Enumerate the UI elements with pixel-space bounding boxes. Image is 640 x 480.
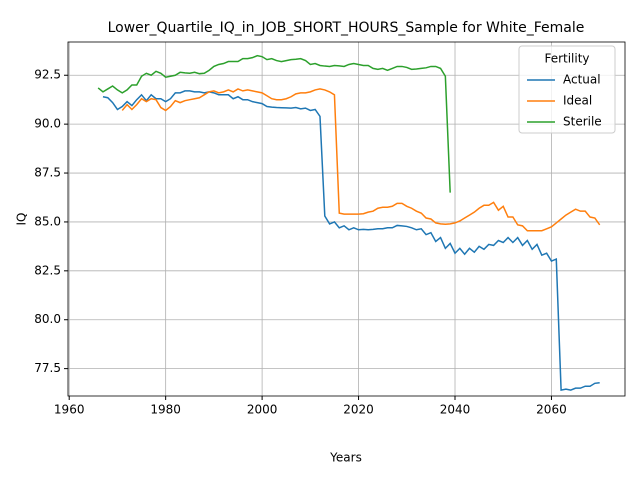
- y-axis-label: IQ: [15, 213, 29, 226]
- y-tick-label: 85.0: [34, 214, 61, 228]
- chart-title: Lower_Quartile_IQ_in_JOB_SHORT_HOURS_Sam…: [108, 20, 585, 36]
- legend: Fertility Actual Ideal Sterile: [518, 45, 616, 134]
- legend-label: Ideal: [563, 94, 592, 108]
- y-tick-label: 77.5: [34, 361, 61, 375]
- legend-box: [518, 45, 616, 134]
- x-tick-label: 1980: [150, 403, 181, 417]
- y-tick-label: 92.5: [34, 68, 61, 82]
- plot-frame: [67, 41, 626, 397]
- y-tick-label: 80.0: [34, 312, 61, 326]
- legend-label: Sterile: [563, 115, 602, 129]
- x-tick-label: 2060: [536, 403, 567, 417]
- x-axis-label: Years: [329, 451, 362, 465]
- x-tick-label: 2040: [440, 403, 471, 417]
- legend-title: Fertility: [544, 52, 589, 66]
- y-tick-label: 90.0: [34, 117, 61, 131]
- x-tick-label: 2000: [247, 403, 278, 417]
- series-line: [97, 54, 451, 193]
- series-line: [102, 90, 600, 392]
- y-tick-label: 87.5: [34, 166, 61, 180]
- legend-label: Actual: [563, 73, 601, 87]
- series-line: [121, 88, 601, 232]
- x-tick-label: 2020: [343, 403, 374, 417]
- y-tick-label: 82.5: [34, 263, 61, 277]
- x-tick-label: 1960: [54, 403, 85, 417]
